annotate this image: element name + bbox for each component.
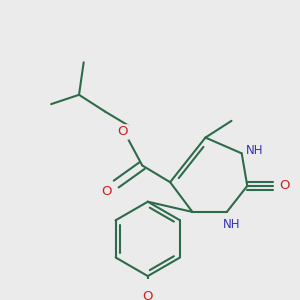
Text: O: O	[142, 290, 153, 300]
Text: O: O	[118, 125, 128, 139]
Text: NH: NH	[223, 218, 240, 232]
Text: O: O	[279, 179, 290, 192]
Text: NH: NH	[246, 144, 263, 157]
Text: O: O	[102, 185, 112, 198]
